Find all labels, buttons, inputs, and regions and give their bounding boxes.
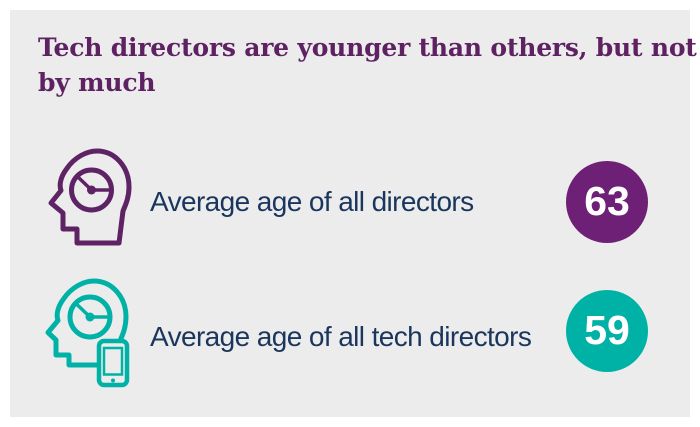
chart-title-line-1: Tech directors are younger than others, … bbox=[38, 33, 697, 62]
stat-label-all-directors: Average age of all directors bbox=[150, 186, 474, 217]
head-clock-phone-icon bbox=[44, 277, 154, 389]
stat-row-tech-directors: Average age of all tech directors 59 bbox=[10, 277, 690, 392]
chart-title-line-2: by much bbox=[38, 68, 156, 97]
stat-value-badge-all-directors: 63 bbox=[566, 161, 648, 243]
stat-row-all-directors: Average age of all directors 63 bbox=[10, 145, 690, 255]
chart-title: Tech directors are younger than others, … bbox=[38, 30, 697, 100]
panel-background: Tech directors are younger than others, … bbox=[10, 10, 697, 417]
stat-label-tech-directors: Average age of all tech directors bbox=[150, 321, 532, 352]
head-clock-icon bbox=[45, 145, 155, 255]
smartphone-icon bbox=[96, 338, 130, 388]
stat-value-badge-tech-directors: 59 bbox=[566, 290, 648, 372]
